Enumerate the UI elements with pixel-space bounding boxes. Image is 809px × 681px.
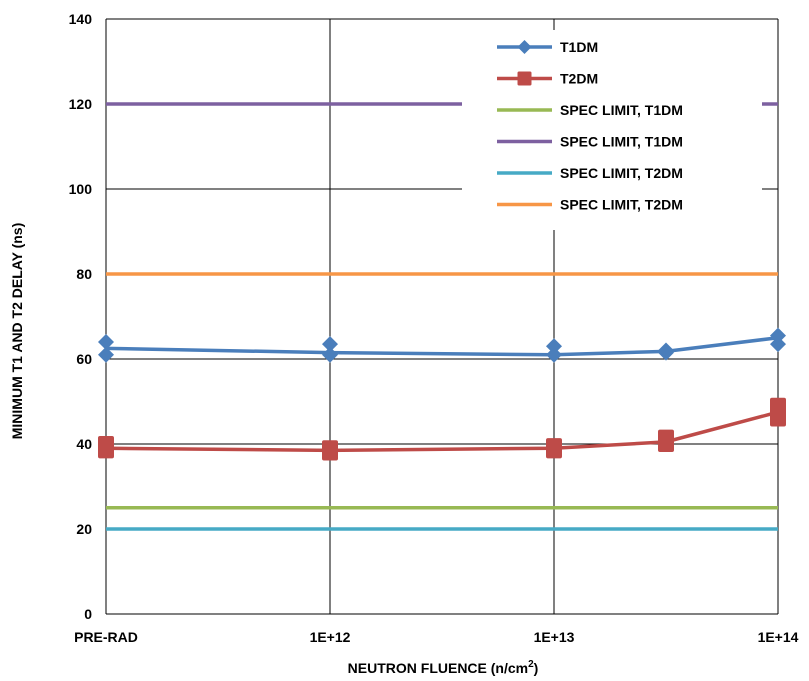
x-axis-title-superscript: 2 bbox=[528, 659, 534, 670]
data-point-t2dm bbox=[658, 436, 674, 452]
legend-label: SPEC LIMIT, T1DM bbox=[560, 134, 683, 150]
series-line-t1dm bbox=[105, 336, 779, 357]
legend-label: SPEC LIMIT, T2DM bbox=[560, 165, 683, 181]
x-axis-title-end: ) bbox=[534, 660, 539, 676]
x-axis-title-main: NEUTRON FLUENCE (n/cm bbox=[348, 660, 528, 676]
legend-label: SPEC LIMIT, T2DM bbox=[560, 197, 683, 213]
y-tick-label: 0 bbox=[84, 606, 92, 622]
data-point-t1dm bbox=[98, 334, 114, 350]
y-tick-label: 80 bbox=[76, 266, 92, 282]
y-tick-label: 100 bbox=[69, 181, 93, 197]
data-point-t2dm bbox=[322, 444, 338, 461]
legend-label: T2DM bbox=[560, 71, 598, 87]
legend-label: SPEC LIMIT, T1DM bbox=[560, 102, 683, 118]
legend-label: T1DM bbox=[560, 39, 598, 55]
data-point-t2dm bbox=[98, 442, 114, 459]
y-tick-label: 40 bbox=[76, 436, 92, 452]
x-tick-label: 1E+14 bbox=[758, 629, 799, 645]
data-point-t1dm bbox=[546, 346, 562, 363]
data-point-t1dm bbox=[770, 336, 786, 353]
y-tick-label: 20 bbox=[76, 521, 92, 537]
data-point-t1dm bbox=[658, 344, 674, 361]
x-tick-label: 1E+12 bbox=[310, 629, 351, 645]
y-tick-labels: 0 20 40 60 80 100 120 140 bbox=[69, 11, 93, 622]
series-line-t2dm bbox=[105, 410, 779, 453]
data-point-t1dm bbox=[322, 336, 338, 353]
data-point-t1dm bbox=[546, 338, 562, 355]
legend-background bbox=[462, 30, 762, 230]
y-tick-label: 60 bbox=[76, 351, 92, 367]
legend: T1DM T2DM SPEC LIMIT, T1DM SPEC LIMIT, T1DM… bbox=[462, 30, 762, 230]
legend-marker bbox=[517, 40, 532, 54]
data-point-t2dm bbox=[546, 442, 562, 459]
x-tick-label: 1E+13 bbox=[534, 629, 575, 645]
x-tick-label: PRE-RAD bbox=[74, 629, 138, 645]
data-point-t1dm bbox=[770, 327, 786, 344]
data-point-t2dm bbox=[770, 410, 786, 427]
y-tick-label: 140 bbox=[69, 11, 93, 27]
legend-marker bbox=[517, 71, 532, 86]
x-tick-labels: PRE-RAD 1E+12 1E+13 1E+14 bbox=[74, 629, 799, 645]
y-axis-title: MINIMUM T1 AND T2 DELAY (ns) bbox=[9, 223, 25, 440]
x-axis-title: NEUTRON FLUENCE (n/cm2) bbox=[348, 659, 539, 676]
data-point-t2dm bbox=[770, 397, 786, 414]
y-tick-label: 120 bbox=[69, 96, 93, 112]
data-point-t1dm bbox=[322, 346, 338, 363]
data-point-t1dm bbox=[98, 346, 114, 363]
